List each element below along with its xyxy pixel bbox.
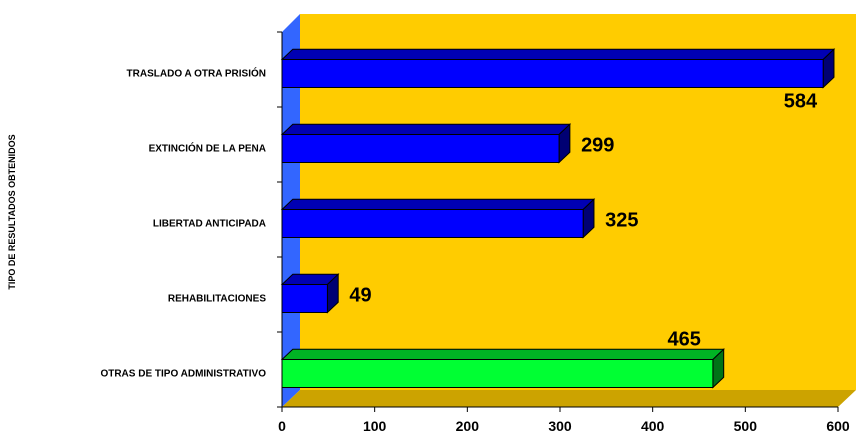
x-tick-label: 400 — [641, 418, 665, 434]
data-label: 465 — [668, 329, 701, 351]
category-label: REHABILITACIONES — [168, 294, 266, 305]
category-label: EXTINCIÓN DE LA PENA — [149, 142, 266, 155]
bar-front-face — [281, 359, 714, 388]
bar-top-face — [280, 123, 572, 135]
category-label: OTRAS DE TIPO ADMINISTRATIVO — [100, 369, 266, 380]
data-label: 49 — [349, 285, 371, 307]
data-label: 299 — [581, 135, 614, 157]
bar-front-face — [281, 59, 824, 88]
bar-front-face — [281, 284, 328, 313]
bar-front-face — [281, 209, 584, 238]
chart-floor — [282, 390, 856, 407]
x-tick-label: 600 — [826, 418, 850, 434]
x-tick-label: 200 — [456, 418, 480, 434]
data-labels: 584 299 325 49 465 — [349, 91, 818, 351]
bar — [280, 348, 725, 389]
bar — [280, 273, 340, 314]
bar-front-face — [281, 134, 560, 163]
bar — [280, 123, 572, 164]
x-tick-label: 500 — [734, 418, 758, 434]
bar-top-face — [280, 198, 596, 210]
bar — [280, 48, 836, 89]
axis-ticks — [277, 31, 839, 412]
x-tick-label: 300 — [548, 418, 572, 434]
category-label: TRASLADO A OTRA PRISIÓN — [127, 67, 266, 80]
bar — [280, 198, 596, 239]
category-labels: TRASLADO A OTRA PRISIÓN EXTINCIÓN DE LA P… — [100, 67, 266, 380]
bar-top-face — [280, 348, 725, 360]
category-label: LIBERTAD ANTICIPADA — [153, 219, 266, 230]
bars-group — [280, 48, 836, 389]
bar-top-face — [280, 48, 836, 60]
x-tick-label: 0 — [278, 418, 286, 434]
x-tick-label: 100 — [363, 418, 387, 434]
data-label: 584 — [784, 91, 818, 113]
data-label: 325 — [605, 210, 638, 232]
x-tick-labels: 0 100 200 300 400 500 600 — [278, 418, 850, 434]
